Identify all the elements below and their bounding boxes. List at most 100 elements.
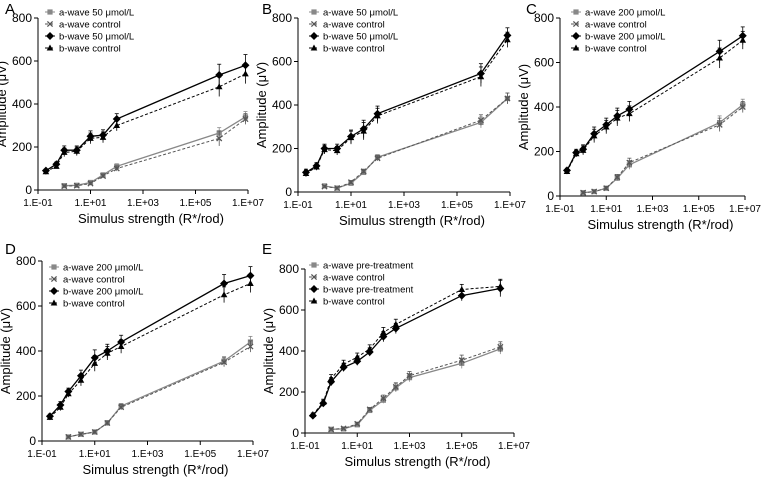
data-point — [579, 146, 587, 153]
y-tick-label: 0 — [29, 434, 36, 448]
data-point — [302, 170, 310, 177]
legend-label: b-wave 50 μmol/L — [323, 32, 398, 43]
y-tick-label: 800 — [279, 262, 299, 276]
y-tick-label: 800 — [534, 11, 554, 25]
panel-letter: B — [262, 1, 272, 18]
y-tick-label: 0 — [285, 185, 292, 199]
data-point — [477, 117, 484, 124]
data-point — [242, 70, 249, 77]
x-tick-label: 1.E+05 — [184, 449, 216, 460]
x-tick-label: 1.E+07 — [237, 449, 269, 460]
series-line — [566, 35, 744, 171]
y-axis-label: Amplitude (μV) — [261, 308, 276, 394]
legend-label: b-wave 200 μmol/L — [63, 287, 143, 298]
panel-b: B 0 200 400 600 800 1.E-01 1.E+01 1.E+03 1.E+05 1.… — [254, 1, 526, 228]
data-point — [457, 291, 466, 300]
data-point — [360, 168, 367, 175]
data-point — [334, 185, 341, 192]
x-tick-label: 1.E+01 — [75, 198, 107, 209]
x-tick-label: 1.E+03 — [132, 449, 164, 460]
x-tick-label: 1.E-01 — [27, 449, 57, 460]
data-point — [313, 163, 320, 170]
x-tick-label: 1.E+01 — [341, 441, 373, 452]
x-axis-label: Simulus strength (R*/rod) — [339, 213, 485, 228]
panel-a: A 0 200 400 600 800 1.E-01 1.E+01 1.E+03 1.E+05 1.… — [0, 1, 264, 226]
data-point — [99, 133, 107, 140]
y-tick-label: 800 — [272, 11, 292, 25]
y-axis-label: Amplitude (μV) — [0, 308, 13, 394]
data-point — [572, 150, 580, 157]
y-tick-label: 400 — [272, 98, 292, 112]
legend-marker — [310, 273, 318, 281]
series-a-wave-control — [328, 341, 504, 433]
y-tick-label: 0 — [547, 189, 554, 203]
legend-label: a-wave control — [585, 20, 647, 31]
series-line — [64, 116, 246, 187]
x-tick-label: 1.E+01 — [335, 200, 367, 211]
legend-marker — [50, 299, 58, 306]
legend-label: a-wave 50 μmol/L — [59, 8, 134, 19]
data-point — [220, 279, 229, 288]
y-tick-label: 400 — [16, 344, 36, 358]
legend-label: b-wave 50 μmol/L — [59, 32, 134, 43]
x-tick-label: 1.E-01 — [545, 204, 575, 215]
legend-label: b-wave control — [59, 44, 121, 55]
series-line — [331, 346, 501, 430]
series-line — [45, 64, 246, 172]
data-point — [118, 404, 125, 411]
x-tick-label: 1.E+05 — [683, 204, 715, 215]
series-b-wave-control — [309, 278, 504, 418]
x-tick-label: 1.E+03 — [394, 441, 426, 452]
data-point — [477, 73, 485, 80]
data-point — [353, 353, 361, 360]
x-tick-label: 1.E+07 — [494, 200, 526, 211]
series-line — [583, 106, 744, 194]
x-tick-label: 1.E+05 — [446, 441, 478, 452]
series-a-wave-control — [321, 92, 511, 192]
data-point — [602, 123, 610, 130]
data-point — [328, 426, 335, 433]
y-tick-label: 800 — [16, 254, 36, 268]
data-point — [590, 132, 598, 139]
x-tick-label: 1.E+05 — [180, 198, 212, 209]
data-point — [242, 115, 249, 123]
data-point — [113, 165, 120, 172]
legend-label: a-wave 200 μmol/L — [585, 8, 665, 19]
y-axis-label: Amplitude (μV) — [516, 64, 531, 150]
legend-marker — [572, 44, 580, 51]
data-point — [347, 134, 355, 141]
legend-label: b-wave control — [323, 44, 385, 55]
legend-marker — [310, 44, 318, 51]
legend-label: b-wave 200 μmol/L — [585, 32, 665, 43]
data-point — [360, 127, 367, 134]
x-axis-label: Simulus strength (R*/rod) — [83, 462, 229, 477]
data-point — [247, 343, 254, 350]
data-point — [716, 121, 723, 128]
legend-label: a-wave control — [323, 273, 385, 284]
legend-label: a-wave control — [323, 20, 385, 31]
data-point — [739, 103, 746, 111]
legend-label: b-wave pre-treatment — [323, 285, 414, 296]
series-b-wave-control — [563, 30, 747, 175]
legend-marker — [572, 20, 580, 28]
panel-c: C 0 200 400 600 800 1.E-01 1.E+01 1.E+03 1.E+05 1.… — [516, 1, 761, 232]
y-tick-label: 0 — [292, 426, 299, 440]
data-point — [57, 403, 64, 410]
data-point — [354, 420, 361, 427]
data-point — [327, 375, 335, 382]
data-point — [220, 291, 228, 298]
y-axis-label: Amplitude (μV) — [254, 62, 269, 148]
x-tick-label: 1.E+03 — [127, 198, 159, 209]
series-b-wave-control — [46, 274, 254, 420]
data-point — [221, 359, 228, 366]
series-line — [64, 118, 246, 187]
data-point — [613, 114, 621, 121]
panel-letter: C — [526, 1, 537, 18]
data-point — [104, 349, 111, 356]
y-tick-label: 600 — [279, 303, 299, 317]
data-point — [113, 122, 121, 128]
y-tick-label: 400 — [534, 100, 554, 114]
